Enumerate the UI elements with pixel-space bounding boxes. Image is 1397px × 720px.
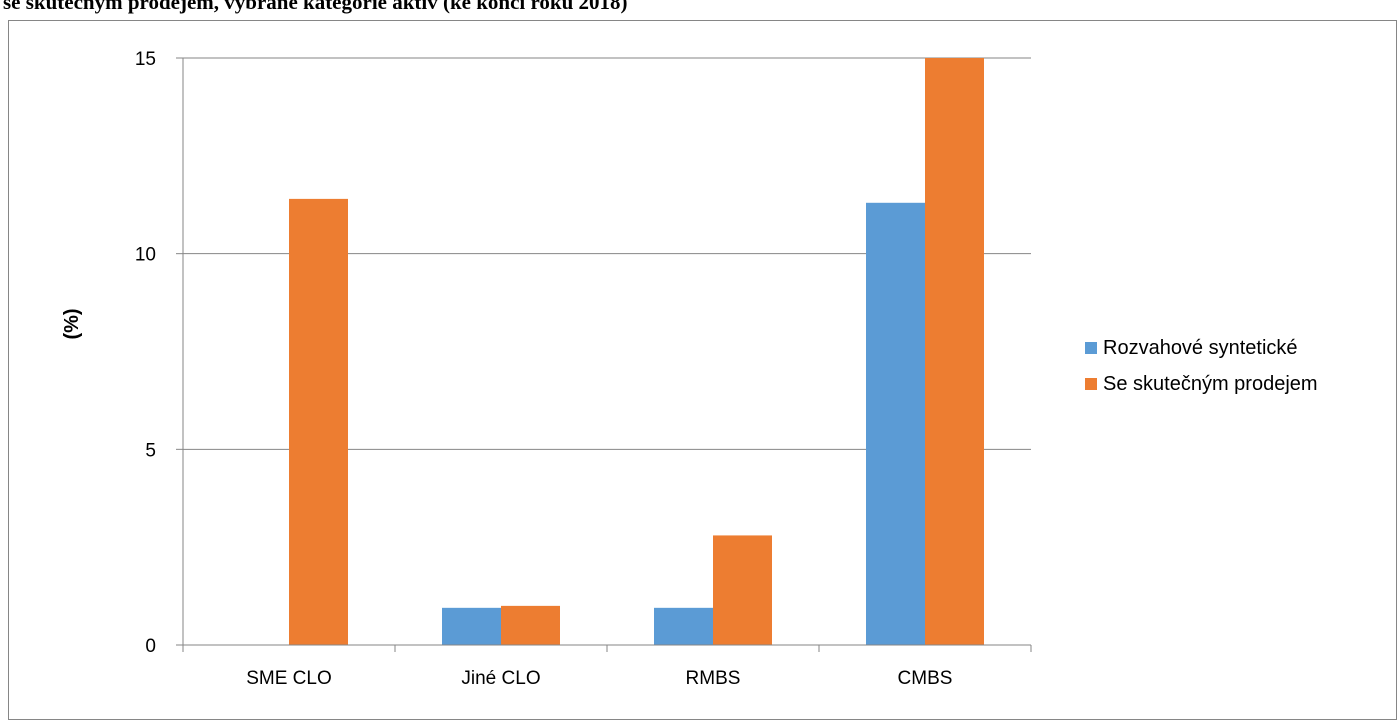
x-tick-label: Jiné CLO xyxy=(461,668,540,689)
legend-label: Se skutečným prodejem xyxy=(1103,372,1318,395)
y-tick-labels: 0 5 10 15 xyxy=(135,49,156,657)
x-tick-label: CMBS xyxy=(898,668,953,689)
legend-swatch xyxy=(1085,342,1097,354)
bars xyxy=(289,58,984,645)
bar-jiné-clo-series-1 xyxy=(442,607,501,645)
bar-cmbs-series-2 xyxy=(925,58,984,645)
legend-swatch xyxy=(1085,378,1097,390)
legend-item-series-1: Rozvahové syntetické xyxy=(1085,330,1318,366)
y-tick-label: 0 xyxy=(145,636,156,657)
bar-sme-clo-series-2 xyxy=(289,198,348,645)
bar-rmbs-series-2 xyxy=(713,535,772,645)
legend: Rozvahové syntetické Se skutečným prodej… xyxy=(1085,330,1318,402)
y-tick-label: 15 xyxy=(135,49,156,70)
y-axis-label: (%) xyxy=(61,308,83,339)
bar-jiné-clo-series-2 xyxy=(501,605,560,645)
x-tick-labels: SME CLO Jiné CLO RMBS CMBS xyxy=(246,668,952,689)
chart-caption: se skutečným prodejem, vybrané kategorie… xyxy=(3,0,628,14)
x-tick-label: RMBS xyxy=(686,668,741,689)
x-tick-label: SME CLO xyxy=(246,668,332,689)
axes xyxy=(176,57,1032,652)
bar-rmbs-series-1 xyxy=(654,607,713,645)
bar-cmbs-series-1 xyxy=(866,202,925,645)
y-tick-label: 10 xyxy=(135,245,156,266)
y-tick-label: 5 xyxy=(145,440,156,461)
legend-item-series-2: Se skutečným prodejem xyxy=(1085,366,1318,402)
legend-label: Rozvahové syntetické xyxy=(1103,336,1298,359)
